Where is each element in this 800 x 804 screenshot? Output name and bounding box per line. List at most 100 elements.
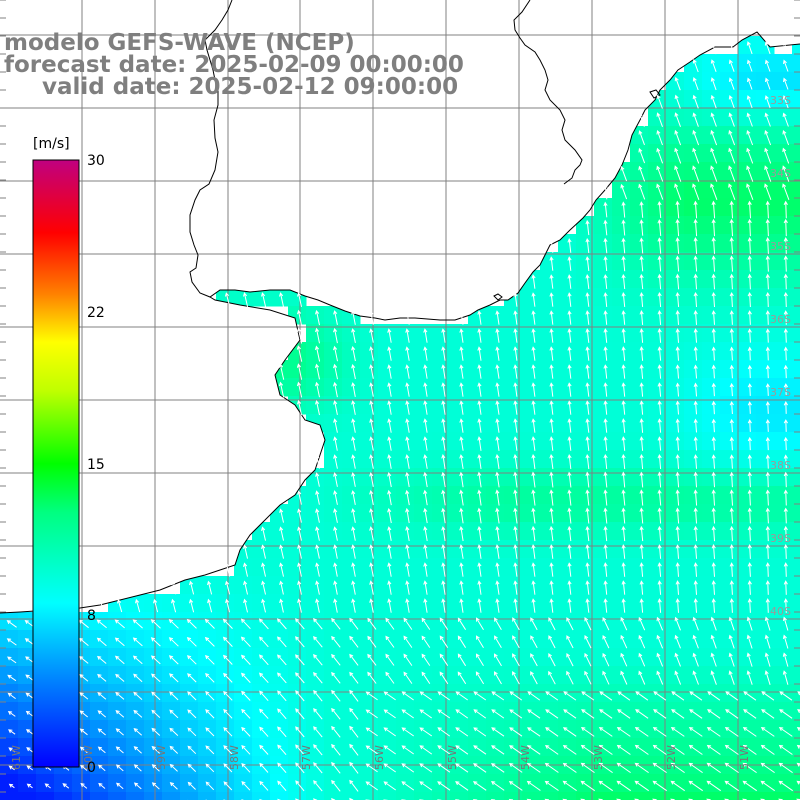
field-cell — [594, 468, 613, 487]
field-cell — [432, 666, 451, 685]
field-cell — [522, 396, 541, 415]
field-cell — [756, 180, 775, 199]
field-cell — [324, 558, 343, 577]
field-cell — [378, 396, 397, 415]
field-cell — [468, 666, 487, 685]
lat-label: 37S — [770, 386, 791, 399]
field-cell — [702, 342, 721, 361]
field-cell — [342, 360, 361, 379]
field-cell — [792, 378, 800, 397]
field-cell — [756, 414, 775, 433]
field-cell — [486, 522, 505, 541]
field-cell — [612, 720, 631, 739]
field-cell — [738, 162, 757, 181]
field-cell — [432, 342, 451, 361]
field-cell — [774, 180, 793, 199]
field-cell — [612, 306, 631, 325]
field-cell — [270, 792, 289, 800]
field-cell — [648, 738, 667, 757]
field-cell — [720, 612, 739, 631]
field-cell — [774, 702, 793, 721]
field-cell — [666, 360, 685, 379]
field-cell — [720, 558, 739, 577]
field-cell — [702, 468, 721, 487]
field-cell — [648, 630, 667, 649]
field-cell — [414, 414, 433, 433]
field-cell — [504, 594, 523, 613]
field-cell — [378, 630, 397, 649]
field-cell — [702, 522, 721, 541]
field-cell — [396, 774, 415, 793]
field-cell — [702, 450, 721, 469]
field-cell — [234, 792, 253, 800]
field-cell — [450, 558, 469, 577]
field-cell — [288, 594, 307, 613]
field-cell — [774, 792, 793, 800]
field-cell — [774, 270, 793, 289]
field-cell — [540, 666, 559, 685]
field-cell — [684, 612, 703, 631]
field-cell — [792, 648, 800, 667]
field-cell — [0, 792, 19, 800]
field-cell — [594, 702, 613, 721]
field-cell — [792, 54, 800, 73]
field-cell — [432, 684, 451, 703]
field-cell — [396, 504, 415, 523]
field-cell — [648, 720, 667, 739]
field-cell — [432, 360, 451, 379]
field-cell — [720, 738, 739, 757]
field-cell — [648, 540, 667, 559]
field-cell — [540, 504, 559, 523]
field-cell — [738, 558, 757, 577]
field-cell — [792, 486, 800, 505]
field-cell — [720, 594, 739, 613]
field-cell — [558, 450, 577, 469]
field-cell — [540, 720, 559, 739]
field-cell — [594, 234, 613, 253]
field-cell — [594, 792, 613, 800]
field-cell — [522, 792, 541, 800]
field-cell — [684, 198, 703, 217]
field-cell — [666, 648, 685, 667]
field-cell — [612, 198, 631, 217]
field-cell — [342, 630, 361, 649]
field-cell — [450, 414, 469, 433]
field-cell — [378, 576, 397, 595]
field-cell — [450, 774, 469, 793]
field-cell — [702, 252, 721, 271]
field-cell — [360, 522, 379, 541]
colorbar-tick-8: 8 — [87, 608, 96, 624]
field-cell — [738, 684, 757, 703]
field-cell — [360, 720, 379, 739]
field-cell — [720, 342, 739, 361]
field-cell — [486, 306, 505, 325]
field-cell — [702, 486, 721, 505]
field-cell — [612, 432, 631, 451]
field-cell — [630, 216, 649, 235]
field-cell — [522, 774, 541, 793]
field-cell — [666, 306, 685, 325]
lon-label: 59W — [155, 745, 168, 770]
field-cell — [792, 252, 800, 271]
field-cell — [558, 270, 577, 289]
field-cell — [378, 684, 397, 703]
field-cell — [666, 414, 685, 433]
field-cell — [648, 306, 667, 325]
field-cell — [792, 288, 800, 307]
field-cell — [720, 162, 739, 181]
field-cell — [684, 558, 703, 577]
field-cell — [504, 630, 523, 649]
field-cell — [144, 792, 163, 800]
field-cell — [792, 270, 800, 289]
field-cell — [504, 774, 523, 793]
field-cell — [684, 108, 703, 127]
field-cell — [342, 702, 361, 721]
field-cell — [450, 630, 469, 649]
field-cell — [198, 594, 217, 613]
field-cell — [792, 792, 800, 800]
field-cell — [648, 288, 667, 307]
field-cell — [630, 648, 649, 667]
field-cell — [432, 450, 451, 469]
field-cell — [738, 594, 757, 613]
field-cell — [432, 612, 451, 631]
